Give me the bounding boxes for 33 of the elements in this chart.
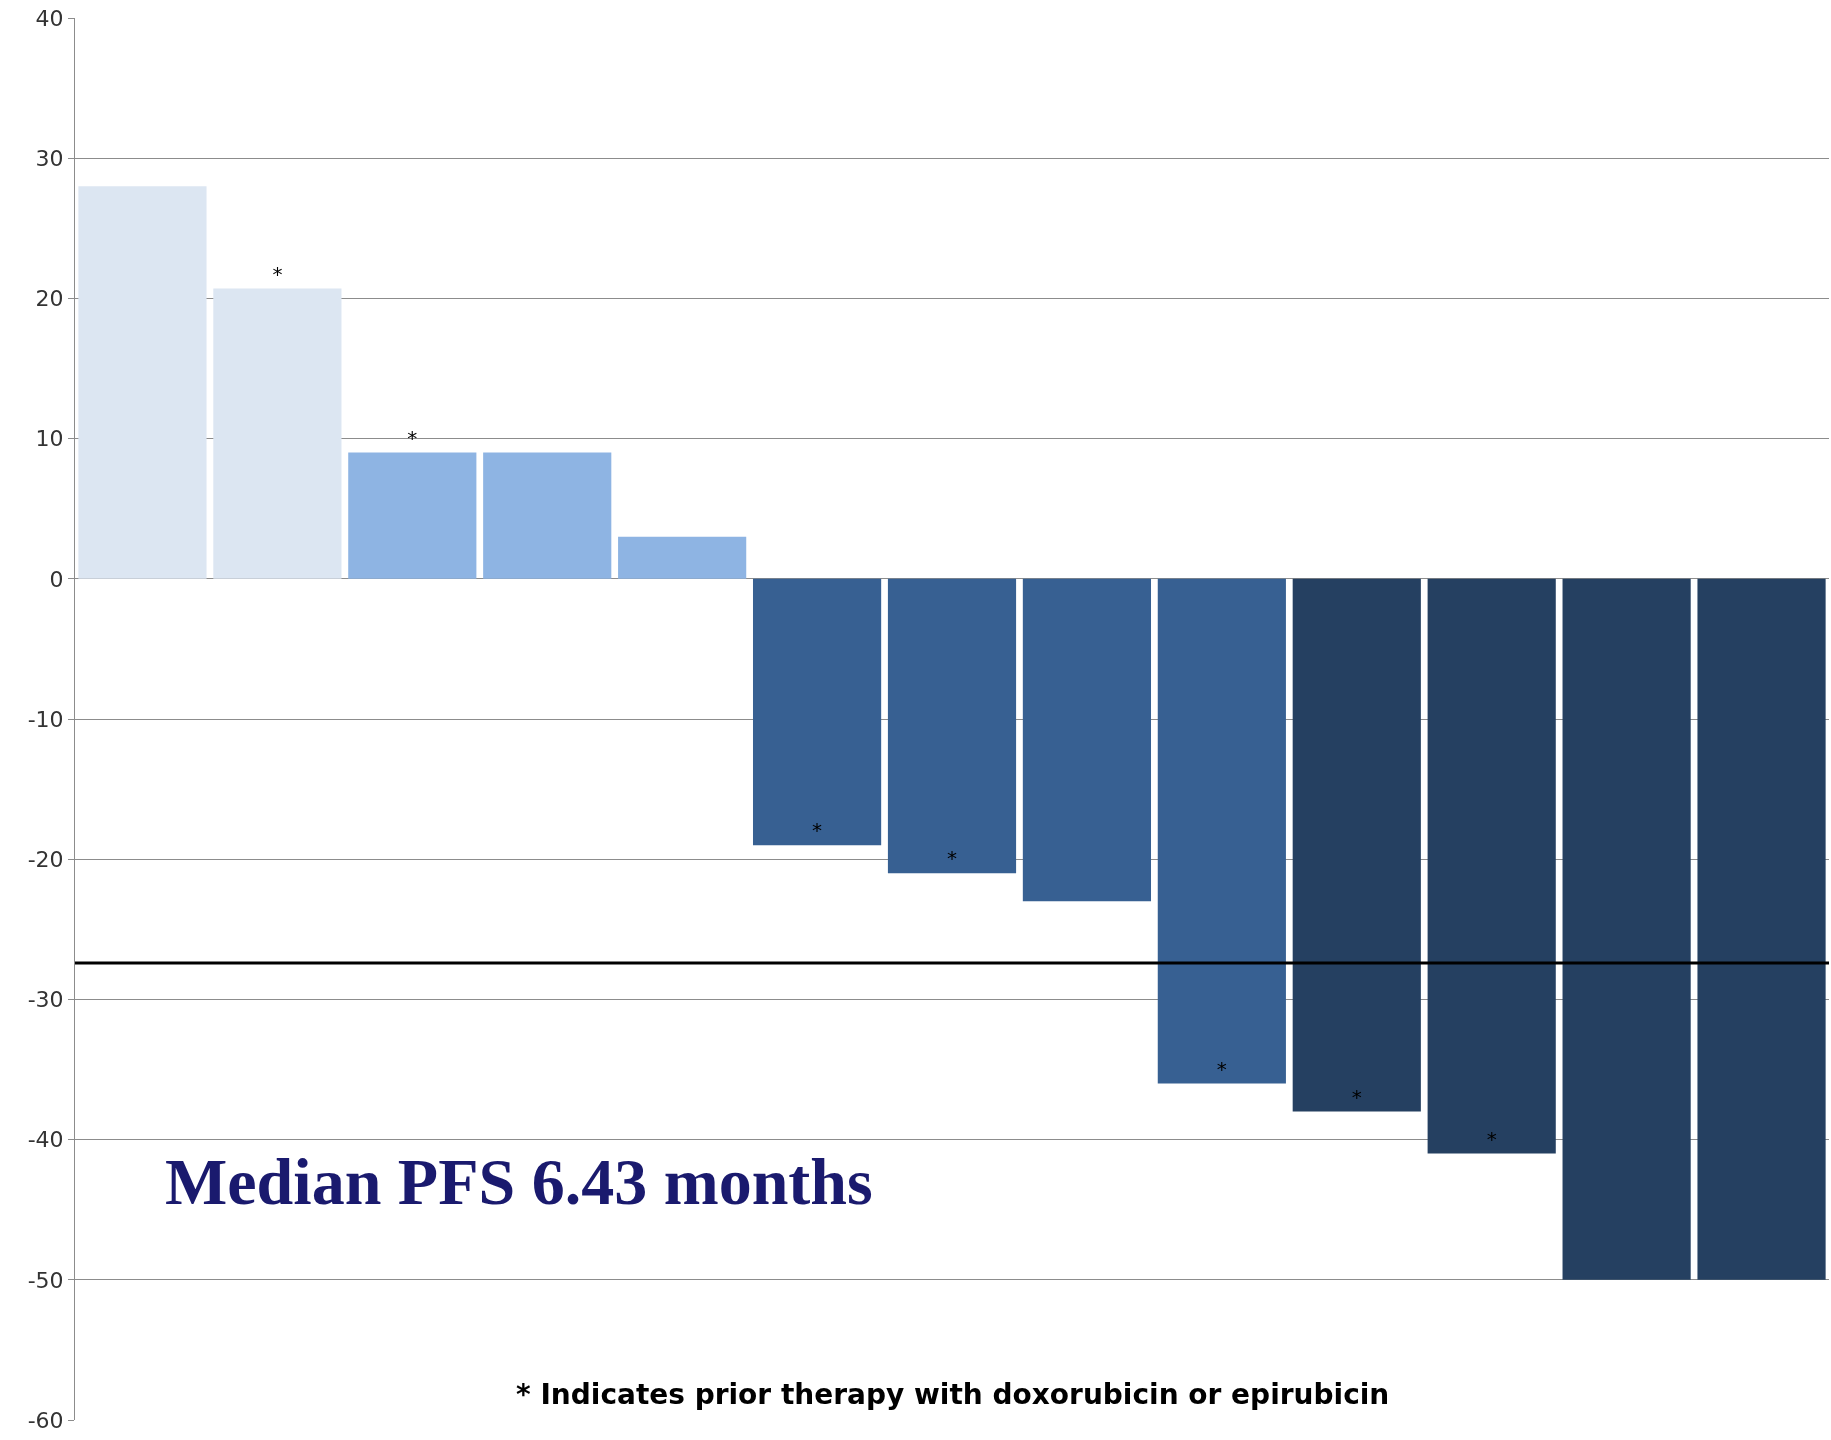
y-tick-label: 40 (35, 5, 64, 31)
data-label: * (1216, 1056, 1227, 1081)
y-tick-label: 20 (35, 286, 64, 312)
bar (1562, 578, 1691, 1280)
bar (1292, 578, 1421, 1112)
y-tick-label: -40 (27, 1127, 64, 1153)
data-label: * (1486, 1126, 1497, 1151)
bar (78, 186, 207, 579)
bar (483, 452, 612, 579)
bar (752, 578, 882, 846)
bar (1022, 578, 1152, 902)
y-tick-label: -10 (27, 706, 64, 732)
y-tick-label: 10 (35, 426, 64, 452)
data-label: * (1351, 1084, 1362, 1109)
y-tick-label: 0 (49, 566, 64, 592)
y-tick-label: -30 (27, 987, 64, 1013)
y-tick-label: -50 (27, 1267, 64, 1293)
data-label: * (947, 846, 957, 871)
bar (1427, 578, 1556, 1154)
bar (1697, 578, 1826, 1280)
bar (618, 536, 747, 579)
data-label: * (407, 425, 418, 450)
data-label: * (272, 261, 283, 286)
bar (1157, 578, 1286, 1084)
data-label: * (812, 818, 823, 843)
y-tick-label: 30 (35, 145, 64, 171)
bar (348, 452, 477, 579)
y-tick-label: -60 (27, 1407, 64, 1433)
annotation: Median PFS 6.43 months (165, 1145, 873, 1218)
y-tick-label: -20 (27, 846, 64, 872)
bar (213, 288, 342, 579)
bar (887, 578, 1017, 874)
annotation: * Indicates prior therapy with doxorubicin or epirubicin (516, 1378, 1390, 1411)
